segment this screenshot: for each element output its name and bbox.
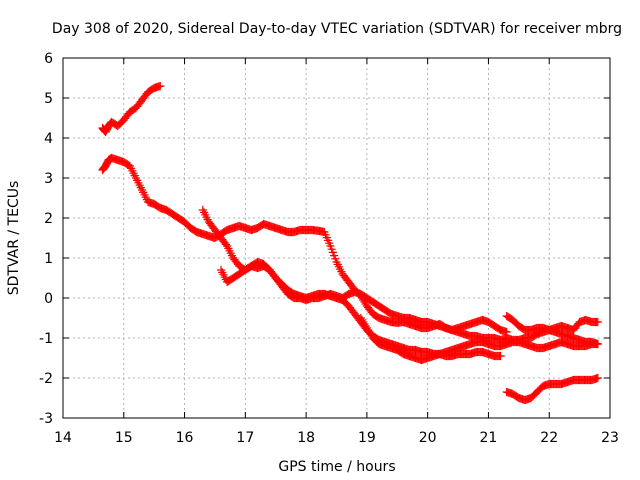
data-point-interp [331,254,340,263]
x-tick-label: 23 [601,430,619,446]
x-tick-label: 22 [540,430,558,446]
x-tick-label: 17 [236,430,254,446]
data-points [98,81,602,405]
y-tick-label: 5 [44,91,53,107]
y-tick-label: 0 [44,291,53,307]
data-point-interp [327,245,336,254]
data-point [326,241,335,251]
y-tick-label: 1 [44,251,53,267]
x-tick-label: 14 [54,430,72,446]
x-tick-label: 18 [297,430,315,446]
y-tick-label: -1 [39,331,53,347]
series-track-d [216,261,602,349]
y-tick-label: 3 [44,171,53,187]
y-tick-label: -3 [39,411,53,427]
data-point [593,317,602,327]
x-axis-label: GPS time / hours [278,459,395,475]
plot-frame [62,57,611,419]
grid [63,58,610,418]
x-tick-label: 20 [419,430,437,446]
y-tick-label: 4 [44,131,53,147]
data-point [593,373,602,383]
series-track-b [98,153,511,337]
data-point-interp [328,248,337,257]
y-tick-label: 6 [44,51,53,67]
y-tick-label: -2 [39,371,53,387]
y-tick-label: 2 [44,211,53,227]
data-point [496,351,505,361]
x-tick-label: 19 [358,430,376,446]
x-axis-ticks: 14 15 16 17 18 19 20 21 22 23 [54,58,619,446]
series-track-g [502,311,602,335]
x-tick-label: 16 [176,430,194,446]
series-track-a [98,81,165,137]
y-axis-label: SDTVAR / TECUs [6,181,22,296]
data-point [156,81,165,91]
data-point-interp [329,251,339,260]
y-axis-ticks: -3 -2 -1 0 1 2 3 4 5 6 [39,51,610,427]
series-track-e [356,313,602,365]
x-tick-label: 21 [480,430,498,446]
chart-title: Day 308 of 2020, Sidereal Day-to-day VTE… [52,21,622,37]
data-point [593,339,602,349]
x-tick-label: 15 [115,430,133,446]
series-track-f [502,373,602,405]
